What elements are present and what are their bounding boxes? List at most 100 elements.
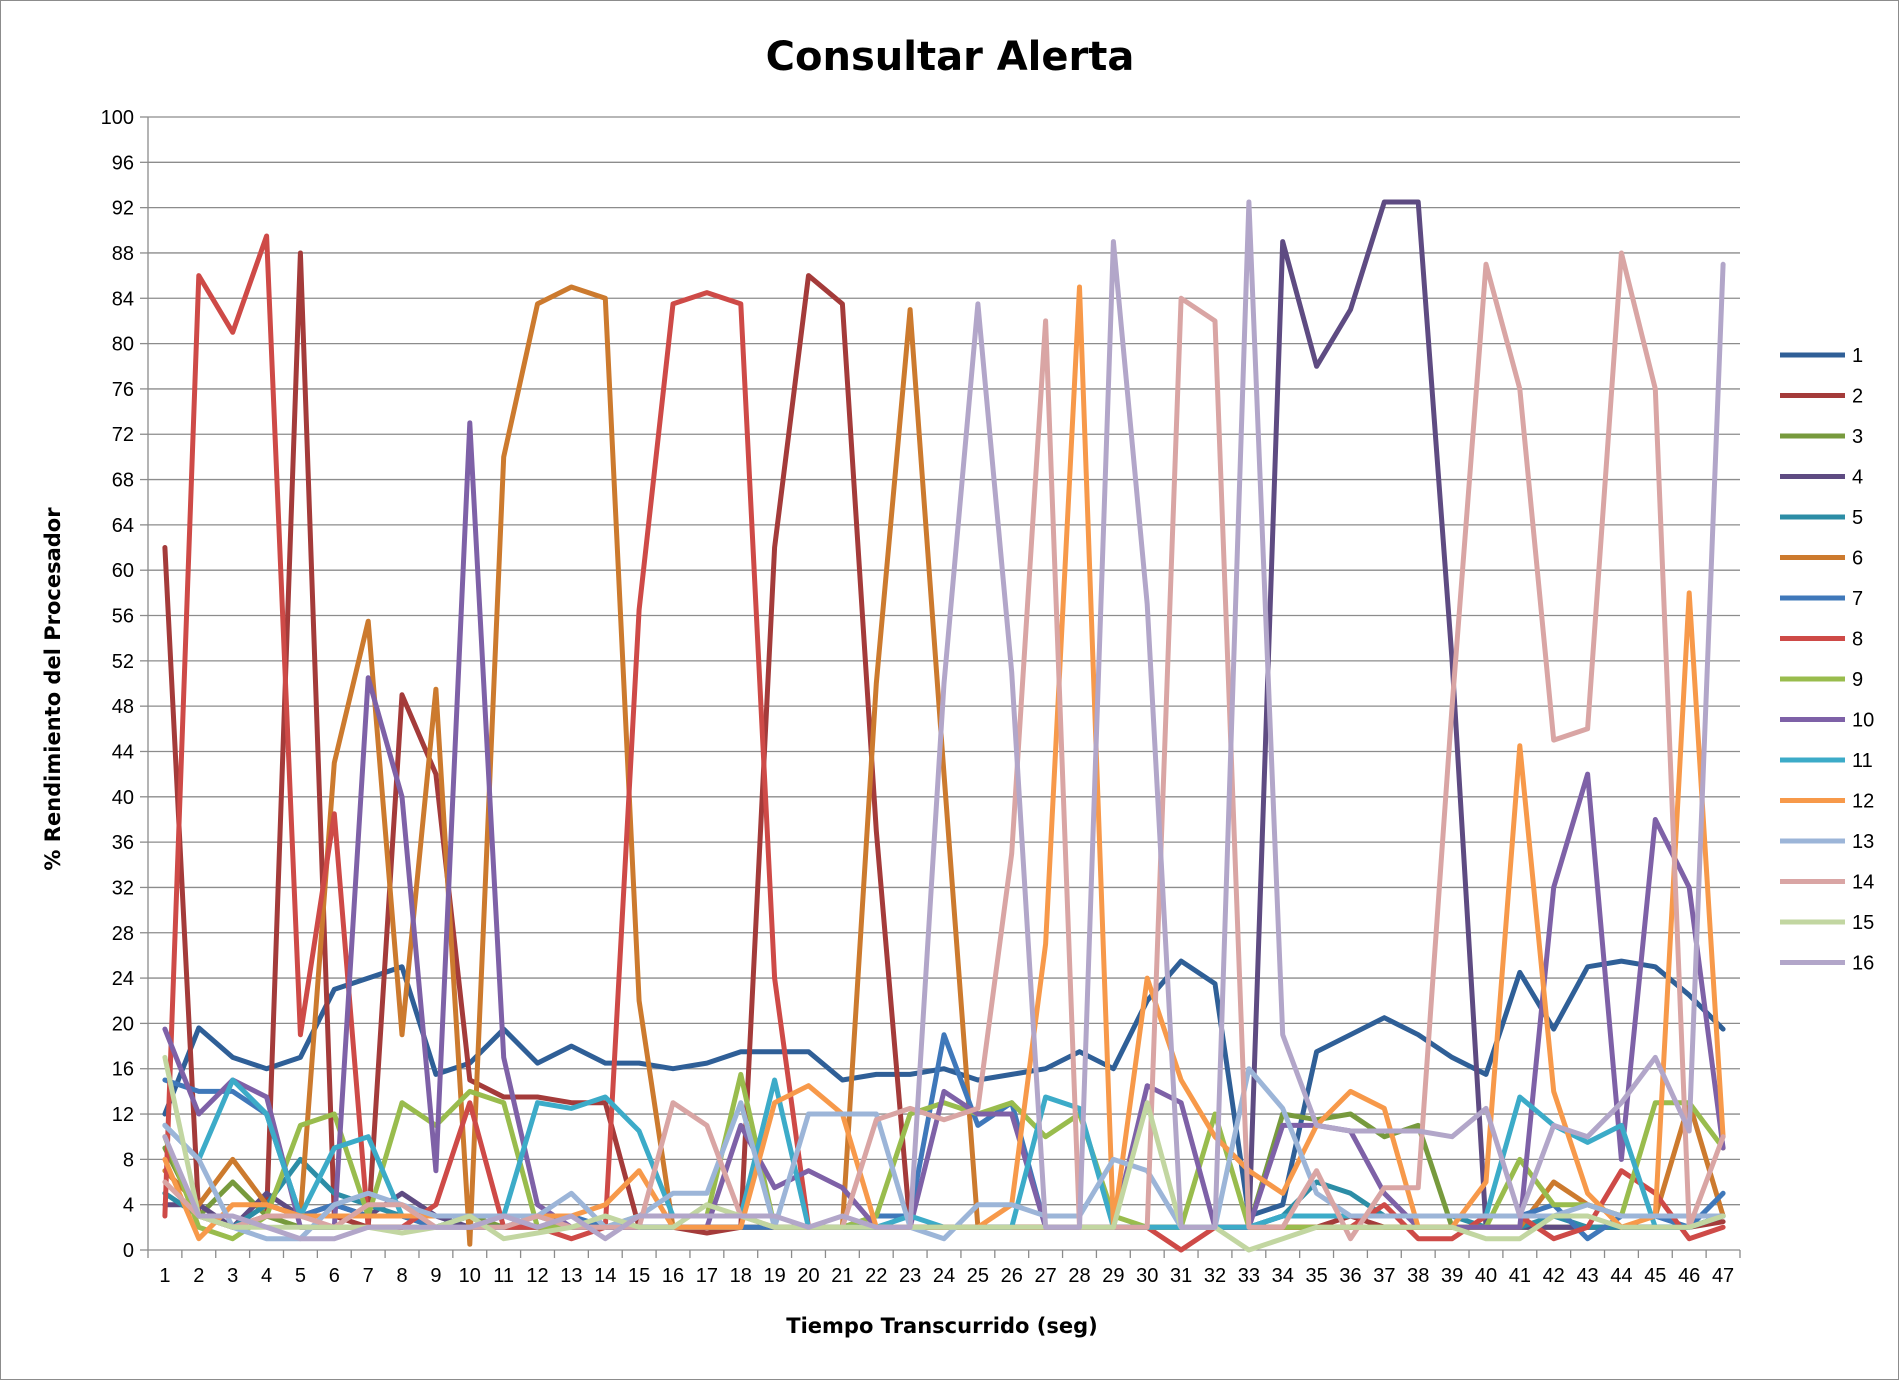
- legend-label-1: 1: [1852, 345, 1863, 367]
- series-line-16: [162, 199, 1726, 1242]
- x-tick-label: 44: [1610, 1265, 1632, 1287]
- y-tick-label: 76: [112, 379, 134, 401]
- gridlines: [147, 116, 1740, 1251]
- y-tick-label: 16: [112, 1059, 134, 1081]
- y-tick-label: 84: [112, 288, 134, 310]
- x-tick-label: 47: [1712, 1265, 1734, 1287]
- y-tick-label: 96: [112, 152, 134, 174]
- legend-label-11: 11: [1852, 750, 1873, 772]
- x-tick-label: 45: [1644, 1265, 1666, 1287]
- y-tick-label: 4: [123, 1195, 134, 1217]
- x-tick-label: 1: [159, 1265, 170, 1287]
- y-tick-label: 72: [112, 424, 134, 446]
- x-tick-label: 20: [797, 1265, 819, 1287]
- legend-label-8: 8: [1852, 629, 1863, 651]
- x-tick-label: 30: [1136, 1265, 1158, 1287]
- y-tick-label: 88: [112, 243, 134, 265]
- x-tick-label: 28: [1068, 1265, 1090, 1287]
- x-tick-label: 14: [594, 1265, 616, 1287]
- y-tick-label: 0: [123, 1240, 134, 1262]
- x-tick-label: 34: [1272, 1265, 1294, 1287]
- x-tick-label: 9: [430, 1265, 441, 1287]
- x-tick-label: 26: [1001, 1265, 1023, 1287]
- series-line-13: [162, 1066, 1726, 1242]
- x-tick-label: 35: [1305, 1265, 1327, 1287]
- x-tick-label: 10: [459, 1265, 481, 1287]
- x-tick-label: 2: [193, 1265, 204, 1287]
- y-tick-label: 92: [112, 198, 134, 220]
- x-tick-label: 16: [662, 1265, 684, 1287]
- x-tick-label: 25: [967, 1265, 989, 1287]
- x-tick-label: 23: [899, 1265, 921, 1287]
- legend-label-9: 9: [1852, 669, 1863, 691]
- x-tick-label: 12: [526, 1265, 548, 1287]
- y-tick-label: 60: [112, 560, 134, 582]
- legend-label-10: 10: [1852, 710, 1874, 732]
- y-tick-label: 48: [112, 696, 134, 718]
- x-tick-label: 29: [1102, 1265, 1124, 1287]
- x-tick-label: 17: [696, 1265, 718, 1287]
- y-tick-label: 24: [112, 968, 134, 990]
- x-tick-label: 15: [628, 1265, 650, 1287]
- legend-label-15: 15: [1852, 912, 1874, 934]
- y-tick-label: 40: [112, 787, 134, 809]
- x-tick-label: 36: [1339, 1265, 1361, 1287]
- legend-label-12: 12: [1852, 791, 1874, 813]
- x-tick-label: 18: [730, 1265, 752, 1287]
- x-tick-label: 42: [1543, 1265, 1565, 1287]
- x-tick-label: 37: [1373, 1265, 1395, 1287]
- x-tick-label: 38: [1407, 1265, 1429, 1287]
- y-tick-label: 52: [112, 651, 134, 673]
- y-tick-label: 44: [112, 741, 134, 763]
- x-axis-ticks: 1 2 3 4 5 6 7 8 9 10 11 12 13 14 15 16 17 18 19 20 21 22 23 24 2…: [147, 1250, 1741, 1287]
- y-tick-label: 8: [123, 1149, 134, 1171]
- x-tick-label: 32: [1204, 1265, 1226, 1287]
- x-tick-label: 40: [1475, 1265, 1497, 1287]
- legend-label-5: 5: [1852, 507, 1863, 529]
- y-axis-ticks: 0481216202428323640444852566064687276808…: [101, 107, 148, 1262]
- y-tick-label: 36: [112, 832, 134, 854]
- y-tick-label: 20: [112, 1013, 134, 1035]
- x-tick-label: 43: [1576, 1265, 1598, 1287]
- series-line-10: [162, 420, 1726, 1230]
- y-tick-label: 56: [112, 606, 134, 628]
- series-line-14: [162, 250, 1726, 1242]
- x-tick-label: 13: [560, 1265, 582, 1287]
- legend-label-3: 3: [1852, 426, 1863, 448]
- legend-label-16: 16: [1852, 953, 1874, 975]
- x-tick-label: 31: [1170, 1265, 1192, 1287]
- y-tick-label: 80: [112, 334, 134, 356]
- x-tick-label: 39: [1441, 1265, 1463, 1287]
- x-tick-label: 33: [1238, 1265, 1260, 1287]
- x-tick-label: 5: [295, 1265, 306, 1287]
- x-tick-label: 8: [396, 1265, 407, 1287]
- x-axis-label: Tiempo Transcurrido (seg): [786, 1314, 1097, 1338]
- chart-title: Consultar Alerta: [766, 34, 1135, 80]
- x-tick-label: 46: [1678, 1265, 1700, 1287]
- x-tick-label: 22: [865, 1265, 887, 1287]
- x-tick-label: 11: [493, 1265, 514, 1287]
- y-tick-label: 12: [112, 1104, 134, 1126]
- y-axis-label: % Rendimiento del Procesador: [41, 507, 65, 871]
- y-tick-label: 68: [112, 470, 134, 492]
- x-tick-label: 27: [1034, 1265, 1056, 1287]
- y-tick-label: 32: [112, 877, 134, 899]
- x-tick-label: 19: [764, 1265, 786, 1287]
- x-tick-label: 41: [1509, 1265, 1531, 1287]
- x-tick-label: 6: [329, 1265, 340, 1287]
- y-tick-label: 64: [112, 515, 134, 537]
- y-tick-label: 100: [101, 107, 134, 129]
- legend-label-6: 6: [1852, 548, 1863, 570]
- legend-label-13: 13: [1852, 831, 1874, 853]
- series-lines: [162, 199, 1726, 1253]
- legend-label-7: 7: [1852, 588, 1863, 610]
- y-tick-label: 28: [112, 923, 134, 945]
- x-tick-label: 3: [227, 1265, 238, 1287]
- x-tick-label: 21: [831, 1265, 853, 1287]
- legend-label-2: 2: [1852, 386, 1863, 408]
- x-tick-label: 7: [363, 1265, 374, 1287]
- x-tick-label: 24: [933, 1265, 955, 1287]
- x-tick-label: 4: [261, 1265, 272, 1287]
